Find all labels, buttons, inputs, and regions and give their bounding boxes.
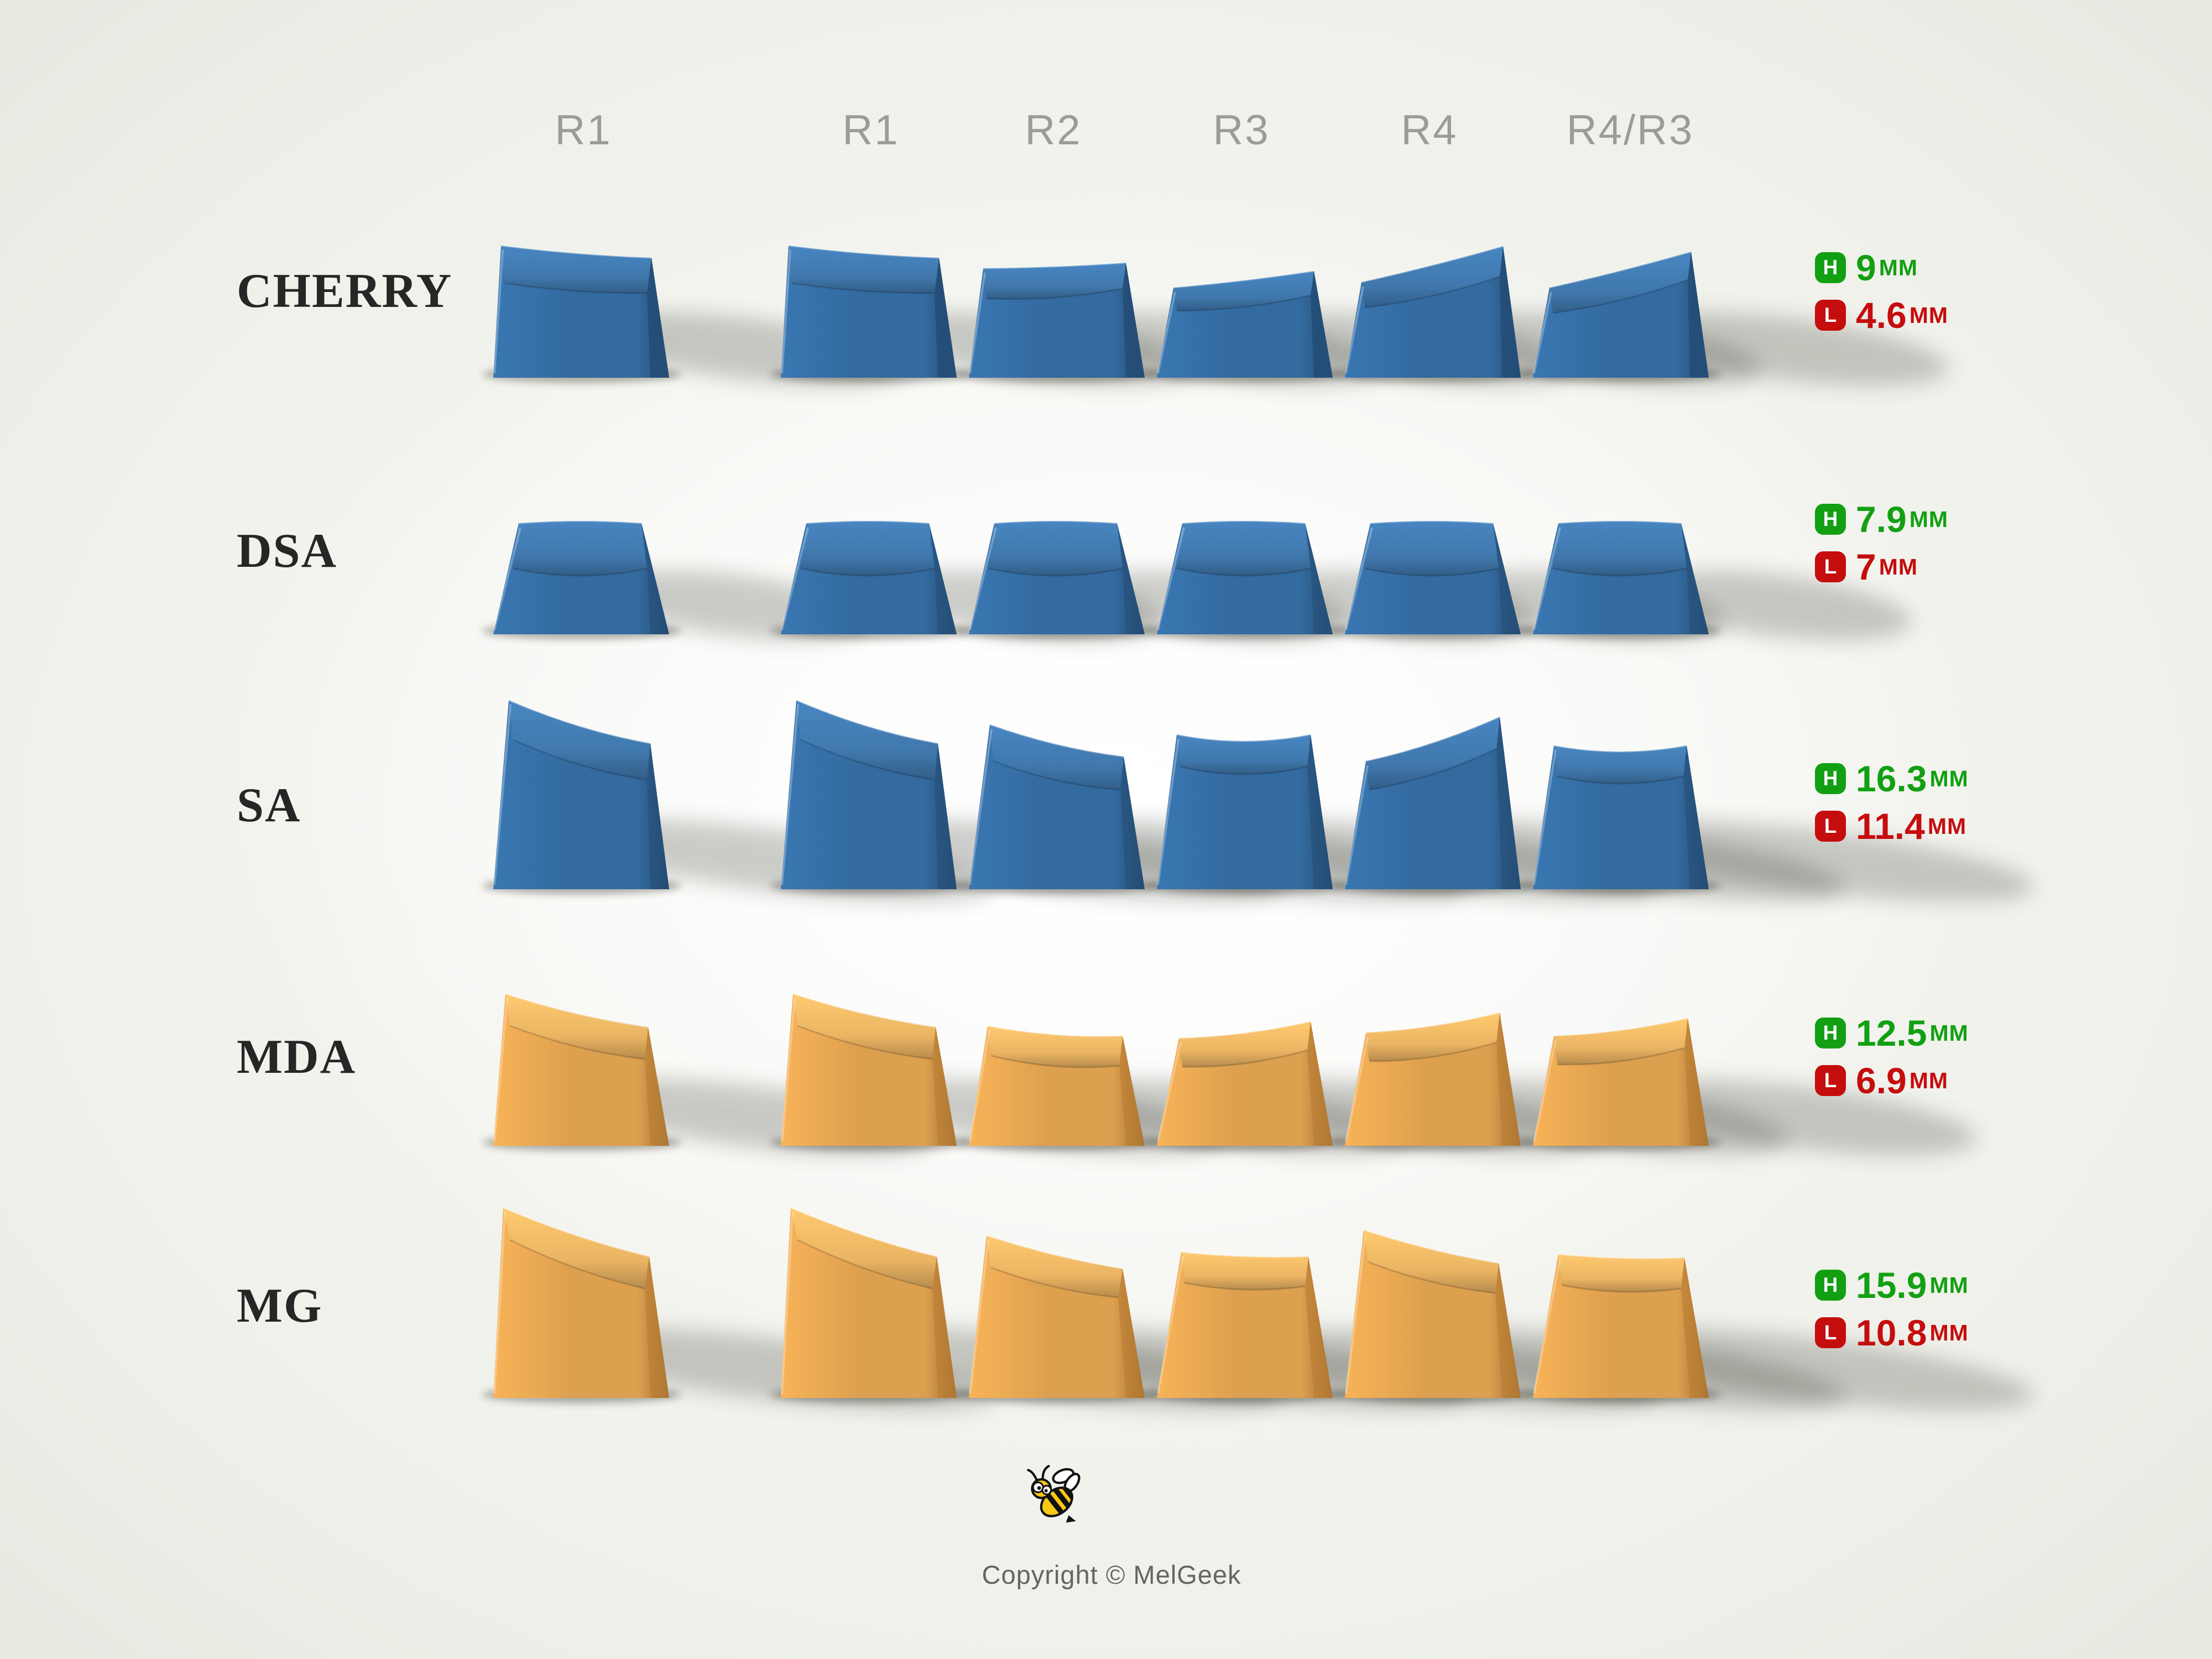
height-value: 12.5 — [1856, 1013, 1927, 1053]
keycap-mg-r3 — [1157, 1251, 1333, 1398]
low-badge-icon: L — [1815, 551, 1846, 582]
low-value: 7 — [1856, 546, 1876, 587]
keycap-dsa-r1-a — [493, 520, 669, 634]
column-header-r1a: R1 — [555, 107, 612, 154]
row-label-mda: MDA — [237, 1030, 357, 1084]
height-badge-icon: H — [1815, 763, 1846, 794]
low-measure: L 6.9 MM — [1815, 1060, 1969, 1101]
keycap-mda-r1 — [781, 993, 957, 1146]
keycap-sa-r4 — [1345, 716, 1521, 889]
keycap-mda-r1-a — [493, 993, 669, 1146]
row-label-cherry: CHERRY — [237, 264, 453, 318]
measure-sa: H 16.3 MM L 11.4 MM — [1815, 758, 1969, 856]
height-measure: H 16.3 MM — [1815, 758, 1969, 799]
keycap-mg-r1-a — [493, 1207, 669, 1398]
low-unit: MM — [1927, 813, 1967, 839]
height-measure: H 15.9 MM — [1815, 1267, 1969, 1303]
row-label-sa: SA — [237, 779, 301, 832]
column-header-r4: R4 — [1401, 107, 1458, 154]
low-unit: MM — [1909, 1067, 1949, 1093]
height-unit: MM — [1879, 254, 1918, 280]
column-header-r1b: R1 — [842, 107, 900, 154]
low-value: 4.6 — [1856, 295, 1907, 336]
keycap-sa-r4-r3 — [1533, 744, 1709, 889]
low-badge-icon: L — [1815, 300, 1846, 331]
column-header-r4r3: R4/R3 — [1566, 107, 1694, 154]
height-measure: H 12.5 MM — [1815, 1015, 1969, 1051]
height-unit: MM — [1909, 506, 1949, 532]
keycap-sa-r1-a — [493, 699, 669, 889]
keycap-dsa-r1 — [781, 520, 957, 634]
keycap-dsa-r3 — [1157, 520, 1333, 634]
keycap-sa-r1 — [781, 699, 957, 889]
low-measure: L 4.6 MM — [1815, 295, 1949, 336]
keycap-dsa-r2 — [969, 520, 1145, 634]
bee-icon — [1027, 1465, 1081, 1523]
keycap-mg-r4-r3 — [1533, 1253, 1709, 1398]
keycap-mda-r4-r3 — [1533, 1017, 1709, 1146]
measure-dsa: H 7.9 MM L 7 MM — [1815, 499, 1949, 597]
low-unit: MM — [1909, 302, 1949, 328]
low-badge-icon: L — [1815, 811, 1846, 842]
height-measure: H 9 MM — [1815, 247, 1948, 288]
keycap-cherry-r3 — [1157, 270, 1333, 378]
low-unit: MM — [1929, 1319, 1969, 1345]
height-value: 9 — [1856, 247, 1876, 288]
keycap-sa-r3 — [1157, 733, 1333, 889]
column-header-r2: R2 — [1025, 107, 1082, 154]
height-badge-icon: H — [1815, 504, 1846, 535]
height-badge-icon: H — [1815, 1018, 1846, 1048]
low-unit: MM — [1879, 554, 1918, 580]
keycap-mg-r4 — [1345, 1229, 1521, 1398]
low-value: 6.9 — [1856, 1060, 1907, 1101]
keycap-sa-r2 — [969, 723, 1145, 889]
keycap-mda-r4 — [1345, 1011, 1521, 1146]
keycap-cherry-r4 — [1345, 245, 1521, 378]
measure-mda: H 12.5 MM L 6.9 MM — [1815, 1015, 1969, 1110]
height-badge-icon: H — [1815, 252, 1846, 283]
height-value: 15.9 — [1856, 1265, 1927, 1306]
low-measure: L 10.8 MM — [1815, 1312, 1969, 1353]
row-label-mg: MG — [237, 1279, 323, 1333]
low-badge-icon: L — [1815, 1317, 1846, 1348]
low-badge-icon: L — [1815, 1065, 1846, 1096]
keycap-mg-r1 — [781, 1207, 957, 1398]
measure-cherry: H 9 MM L 4.6 MM — [1815, 247, 1949, 345]
keycap-cherry-r2 — [969, 262, 1145, 378]
height-measure: H 7.9 MM — [1815, 499, 1949, 540]
height-unit: MM — [1929, 765, 1969, 791]
keycap-dsa-r4-r3 — [1533, 520, 1709, 634]
keycap-cherry-r4-r3 — [1533, 251, 1709, 378]
height-value: 7.9 — [1856, 499, 1907, 540]
keycap-dsa-r4 — [1345, 520, 1521, 634]
measure-mg: H 15.9 MM L 10.8 MM — [1815, 1267, 1969, 1363]
keycap-cherry-r1-a — [493, 244, 669, 378]
column-header-r3: R3 — [1213, 107, 1270, 154]
low-measure: L 7 MM — [1815, 549, 1948, 585]
copyright-text: Copyright © MelGeek — [982, 1560, 1241, 1589]
low-value: 11.4 — [1856, 806, 1925, 847]
keycap-mda-r3 — [1157, 1020, 1333, 1146]
row-label-dsa: DSA — [237, 524, 338, 578]
keycap-mda-r2 — [969, 1025, 1145, 1146]
height-unit: MM — [1929, 1272, 1969, 1298]
low-measure: L 11.4 MM — [1815, 808, 1969, 844]
height-badge-icon: H — [1815, 1270, 1846, 1301]
height-value: 16.3 — [1856, 758, 1927, 799]
low-value: 10.8 — [1856, 1312, 1927, 1353]
height-unit: MM — [1929, 1020, 1969, 1046]
keycap-mg-r2 — [969, 1234, 1145, 1398]
keycap-cherry-r1 — [781, 244, 957, 378]
